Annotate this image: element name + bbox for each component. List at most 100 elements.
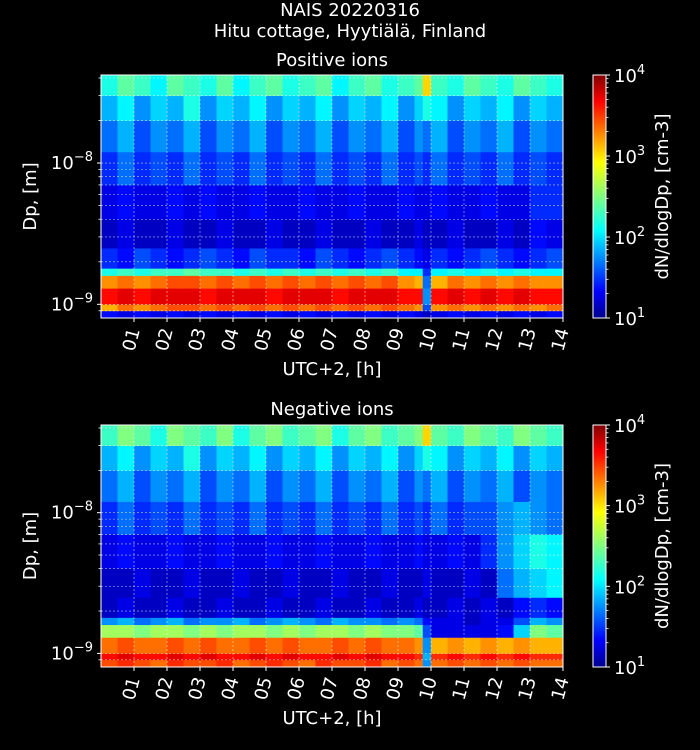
heatmap-cell [266, 617, 283, 626]
heatmap-cell [530, 617, 547, 626]
heatmap-cell [546, 617, 564, 626]
heatmap-cell [315, 151, 333, 186]
heatmap-cell [266, 288, 283, 305]
heatmap-cell [530, 470, 547, 502]
heatmap-cell [167, 445, 184, 471]
heatmap-cell [365, 95, 382, 121]
heatmap-cell [513, 470, 531, 502]
heatmap-cell [497, 534, 514, 570]
heatmap-cell [134, 151, 151, 186]
heatmap-cell [249, 248, 267, 269]
heatmap-cell [431, 568, 448, 598]
heatmap-cell [497, 659, 514, 668]
heatmap-cell [497, 75, 514, 97]
heatmap-cell [282, 659, 300, 668]
heatmap-cell [117, 268, 135, 276]
heatmap-cell [414, 248, 424, 269]
heatmap-cell [513, 534, 531, 570]
heatmap-cell [447, 95, 465, 121]
heatmap-cell [480, 120, 498, 153]
heatmap-cell [101, 445, 118, 471]
heatmap-cell [183, 445, 201, 471]
heatmap-cell [546, 501, 564, 535]
colorbar-label: dN/dlogDp, [cm-3] [652, 463, 673, 629]
heatmap-cell [365, 75, 382, 97]
heatmap-cell [414, 637, 424, 654]
heatmap-cell [365, 617, 382, 626]
heatmap-cell [117, 184, 135, 220]
heatmap-cell [480, 304, 498, 312]
heatmap-cell [101, 659, 118, 668]
heatmap-cell [464, 470, 481, 502]
heatmap-cell [200, 659, 217, 668]
heatmap-cell [233, 120, 250, 153]
heatmap-cell [233, 75, 250, 97]
heatmap-cell [414, 624, 424, 638]
heatmap-cell [266, 184, 283, 220]
heatmap-cell [530, 120, 547, 153]
heatmap-cell [249, 470, 267, 502]
heatmap-cell [216, 534, 234, 570]
heatmap-cell [200, 534, 217, 570]
heatmap-cell [332, 120, 349, 153]
heatmap-cell [150, 268, 168, 276]
heatmap-cell [216, 470, 234, 502]
heatmap-cell [150, 637, 168, 654]
heatmap-cell [447, 445, 465, 471]
heatmap-cell [117, 248, 135, 269]
heatmap-cell [233, 501, 250, 535]
heatmap-cell [282, 95, 300, 121]
heatmap-cell [546, 304, 564, 312]
heatmap-cell [464, 617, 481, 626]
grid-lines [101, 75, 563, 318]
heatmap-cell [233, 184, 250, 220]
heatmap-cell [216, 184, 234, 220]
heatmap-cell [183, 534, 201, 570]
heatmap-cell [233, 568, 250, 598]
heatmap-cell [497, 248, 514, 269]
heatmap-cell [315, 617, 333, 626]
heatmap-cell [299, 624, 316, 638]
heatmap-cell [530, 445, 547, 471]
heatmap-cell [348, 248, 366, 269]
heatmap-cell [134, 617, 151, 626]
heatmap-cell [134, 597, 151, 618]
heatmap-cell [431, 310, 448, 319]
heatmap-cell [497, 653, 514, 661]
heatmap-cell [447, 653, 465, 661]
heatmap-cell [365, 568, 382, 598]
heatmap-cell [249, 617, 267, 626]
heatmap-cell [117, 534, 135, 570]
heatmap-cell [183, 617, 201, 626]
heatmap-cell [414, 184, 424, 220]
heatmap-cell [315, 219, 333, 249]
heatmap-cell [365, 275, 382, 289]
heatmap-cell [249, 534, 267, 570]
heatmap-cell [332, 659, 349, 668]
heatmap-cell [200, 637, 217, 654]
heatmap-cell [480, 534, 498, 570]
heatmap-cell [497, 501, 514, 535]
heatmap-cell [299, 617, 316, 626]
heatmap-cell [282, 624, 300, 638]
heatmap-cell [233, 151, 250, 186]
heatmap-cell [183, 151, 201, 186]
heatmap-cell [134, 659, 151, 668]
heatmap-cell [398, 288, 415, 305]
heatmap-cell [101, 624, 118, 638]
heatmap-cell [167, 95, 184, 121]
heatmap-cell [299, 95, 316, 121]
heatmap-cell [513, 120, 531, 153]
heatmap-cell [117, 659, 135, 668]
heatmap-cell [422, 597, 432, 618]
heatmap-cell [249, 637, 267, 654]
heatmap-cell [216, 248, 234, 269]
heatmap-cell [266, 219, 283, 249]
panel-2: 10−910−801 02 03 04 05 06 07 08 09 10 11 12 13 14Nega… [20, 399, 673, 729]
heatmap-cell [497, 95, 514, 121]
colorbar-gradient [592, 74, 607, 319]
heatmap-cell [381, 304, 399, 312]
heatmap-cell [530, 75, 547, 97]
heatmap-cell [249, 659, 267, 668]
